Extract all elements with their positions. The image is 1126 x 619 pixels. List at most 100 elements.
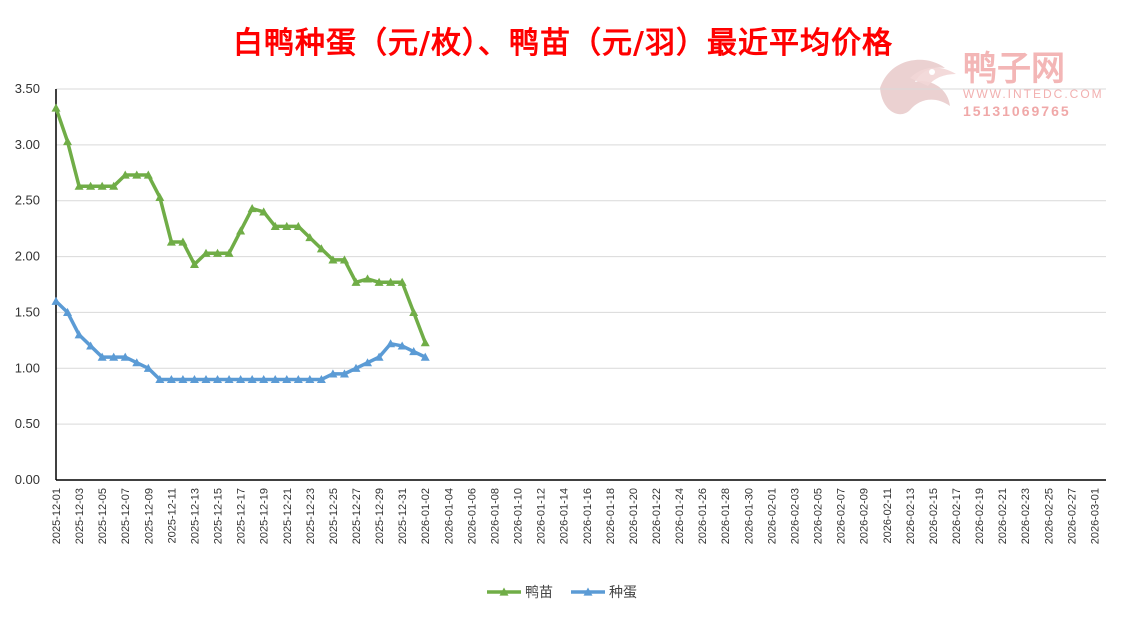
x-tick-label: 2026-01-30: [743, 488, 755, 544]
data-point: [120, 352, 130, 361]
x-tick-label: 2026-02-17: [951, 488, 963, 544]
data-point: [63, 137, 73, 146]
x-tick-label: 2026-01-18: [605, 488, 617, 544]
x-tick-label: 2025-12-17: [236, 488, 248, 544]
data-point: [270, 221, 280, 231]
data-point: [86, 341, 96, 350]
data-point: [213, 248, 223, 257]
x-tick-label: 2026-02-09: [859, 488, 871, 544]
data-point: [420, 352, 430, 361]
x-tick-label: 2025-12-01: [51, 488, 63, 544]
data-point: [374, 277, 384, 286]
x-tick-label: 2025-12-07: [120, 488, 132, 544]
x-tick-label: 2025-12-03: [74, 488, 86, 544]
x-tick-label: 2026-01-20: [628, 488, 640, 544]
data-point: [63, 307, 73, 317]
data-point: [316, 244, 326, 253]
data-point: [409, 307, 419, 317]
series-hatching-egg: [51, 296, 430, 384]
data-point: [51, 296, 61, 305]
data-point: [51, 103, 61, 112]
x-tick-label: 2026-02-05: [813, 488, 825, 544]
data-point: [155, 374, 165, 384]
data-point: [282, 374, 292, 384]
data-point: [397, 277, 407, 286]
x-tick-label: 2026-02-03: [789, 488, 801, 544]
data-point: [305, 374, 315, 384]
data-point: [97, 181, 107, 190]
data-point: [282, 221, 292, 231]
x-tick-label: 2026-02-15: [928, 488, 940, 544]
data-point: [109, 352, 119, 361]
x-tick-label: 2026-01-24: [674, 488, 686, 544]
data-point: [409, 347, 419, 356]
data-point: [166, 237, 176, 246]
series-line: [54, 107, 427, 344]
watermark-site: WWW.INTEDC.COM: [963, 87, 1104, 101]
x-tick-label: 2026-01-26: [697, 488, 709, 544]
data-point: [293, 221, 303, 231]
data-point: [420, 338, 430, 347]
data-point: [166, 374, 176, 384]
gridlines: [56, 88, 1106, 425]
data-point: [247, 374, 257, 384]
data-point: [74, 181, 84, 190]
legend-item: 鸭苗: [487, 585, 553, 601]
data-point: [374, 352, 384, 361]
data-point: [386, 277, 396, 286]
y-tick-label: 0.00: [15, 472, 40, 487]
data-point: [270, 374, 280, 384]
data-point: [189, 259, 199, 268]
x-tick-label: 2025-12-21: [282, 488, 294, 544]
x-tick-label: 2025-12-11: [166, 488, 178, 543]
series-layer: [51, 103, 430, 384]
x-tick-label: 2025-12-13: [189, 488, 201, 544]
series-line: [54, 299, 426, 382]
data-point: [109, 181, 119, 190]
data-point: [178, 374, 188, 384]
x-tick-label: 2026-01-04: [443, 488, 455, 544]
data-point: [339, 369, 349, 378]
x-tick-label: 2026-01-08: [489, 488, 501, 544]
data-point: [143, 170, 153, 179]
legend-label: 种蛋: [609, 585, 637, 601]
data-point: [293, 374, 303, 384]
x-tick-label: 2026-02-21: [997, 488, 1009, 544]
x-tick-label: 2026-02-25: [1043, 488, 1055, 544]
data-point: [74, 330, 84, 339]
data-point: [213, 374, 223, 384]
x-tick-label: 2025-12-31: [397, 488, 409, 544]
x-tick-label: 2025-12-05: [97, 488, 109, 544]
x-tick-label: 2026-01-14: [559, 488, 571, 544]
x-tick-label: 2026-01-06: [466, 488, 478, 544]
x-tick-label: 2025-12-23: [305, 488, 317, 544]
x-tick-label: 2026-03-01: [1089, 488, 1101, 544]
x-tick-label: 2025-12-15: [213, 488, 225, 544]
data-point: [351, 277, 361, 286]
data-point: [351, 363, 361, 372]
x-tick-label: 2026-02-11: [882, 488, 894, 543]
y-tick-label: 2.50: [15, 193, 40, 208]
legend-label: 鸭苗: [525, 585, 553, 601]
data-point: [178, 237, 188, 246]
x-tick-label: 2026-02-13: [905, 488, 917, 544]
x-tick-label: 2026-01-02: [420, 488, 432, 544]
data-point: [339, 255, 349, 264]
x-tick-label: 2026-01-12: [536, 488, 548, 544]
data-point: [97, 352, 107, 361]
data-point: [386, 339, 396, 348]
data-point: [132, 170, 142, 179]
data-point: [236, 226, 246, 235]
x-tick-label: 2026-01-16: [582, 488, 594, 544]
data-point: [259, 374, 269, 384]
x-tick-label: 2026-02-19: [974, 488, 986, 544]
data-point: [363, 358, 373, 367]
x-tick-label: 2025-12-09: [143, 488, 155, 544]
data-point: [247, 204, 257, 213]
x-tick-label: 2025-12-29: [374, 488, 386, 544]
data-point: [224, 248, 234, 257]
y-tick-label: 1.00: [15, 360, 40, 375]
x-tick-label: 2025-12-25: [328, 488, 340, 544]
data-point: [132, 358, 142, 367]
y-axis-ticks: 0.00 0.50 1.00 1.50 2.00 2.50 3.00 3.50: [15, 81, 40, 487]
